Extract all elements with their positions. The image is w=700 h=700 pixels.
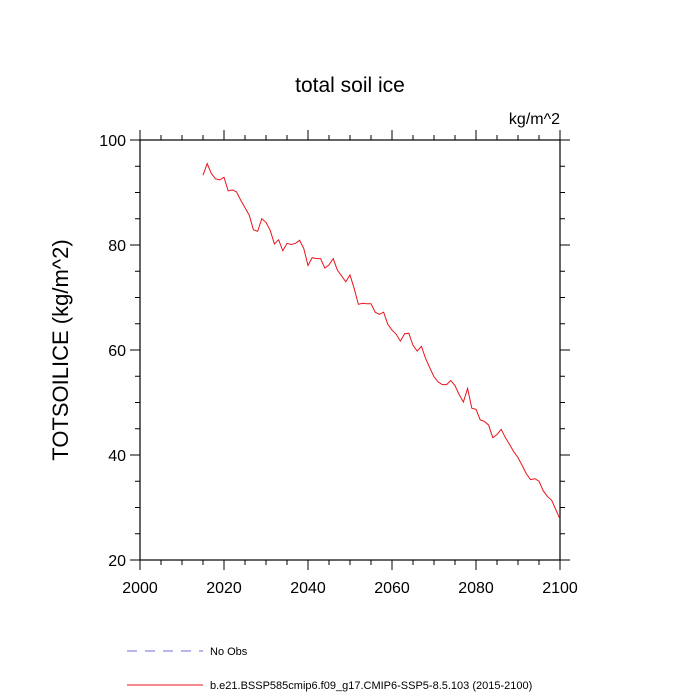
y-tick-label: 80 [108, 238, 126, 255]
plot-frame [139, 139, 561, 561]
x-tick-label: 2060 [374, 580, 410, 597]
x-tick-label: 2100 [542, 580, 578, 597]
series-line [202, 162, 561, 520]
y-tick-label: 100 [99, 133, 126, 150]
y-tick-label: 60 [108, 343, 126, 360]
x-tick-label: 2080 [458, 580, 494, 597]
units-label: kg/m^2 [509, 111, 560, 128]
y-axis-label: TOTSOILICE (kg/m^2) [48, 239, 73, 460]
legend: No Obs b.e21.BSSP585cmip6.f09_g17.CMIP6-S… [127, 646, 532, 692]
y-tick-label: 20 [108, 553, 126, 570]
x-tick-label: 2040 [290, 580, 326, 597]
x-tick-label: 2000 [122, 580, 158, 597]
y-tick-label: 40 [108, 448, 126, 465]
legend-label: No Obs [210, 646, 248, 658]
chart-title: total soil ice [295, 74, 405, 97]
legend-label: b.e21.BSSP585cmip6.f09_g17.CMIP6-SSP5-8.… [210, 680, 532, 692]
x-tick-label: 2020 [206, 580, 242, 597]
